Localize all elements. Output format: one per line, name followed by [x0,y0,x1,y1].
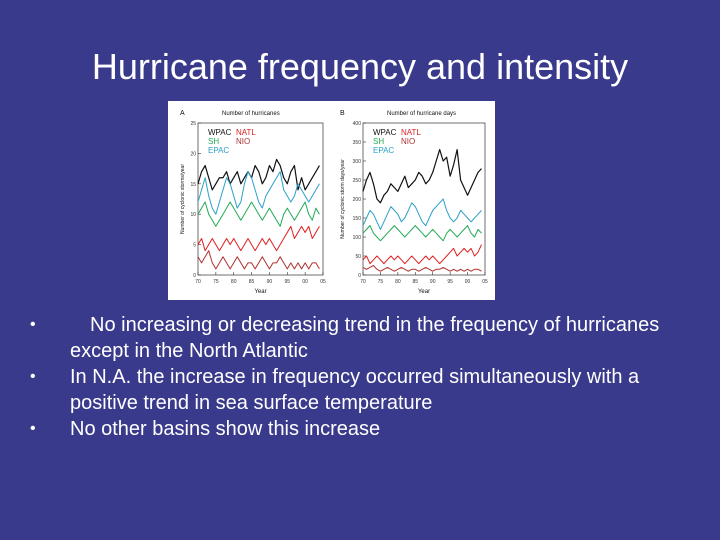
x-tick-label: 00 [465,279,471,285]
series-line-natl [362,244,482,265]
bullet-item-2: • In N.A. the increase in frequency occur… [30,364,680,416]
x-tick-label: 75 [378,279,384,285]
series-line-epac [197,171,320,215]
y-tick-label: 5 [193,243,196,249]
bullet-text-1: No increasing or decreasing trend in the… [70,314,660,362]
x-tick-label: 85 [413,279,419,285]
y-tick-label: 100 [353,235,362,241]
y-axis-label: Number of cyclonic storms/year [180,164,186,234]
x-tick-label: 95 [447,279,453,285]
bullet-item-3: • No other basins show this increase [30,416,680,442]
bullet-glyph: • [30,316,36,333]
bullet-text-2: In N.A. the increase in frequency occurr… [70,366,640,414]
chart-title: Number of hurricanes [222,111,280,117]
legend-entry-nio: NIO [401,137,415,146]
bullet-glyph: • [30,420,36,437]
legend-entry-wpac: WPAC [208,128,232,137]
legend-entry-sh: SH [373,137,384,146]
legend-entry-natl: NATL [401,128,421,137]
series-line-natl [197,225,320,252]
bullet-glyph: • [30,368,36,385]
x-axis-label: Year [254,289,266,295]
x-tick-label: 70 [195,279,201,285]
series-line-nio [362,265,482,272]
series-line-epac [362,198,482,230]
y-tick-label: 0 [358,273,361,279]
legend-entry-nio: NIO [236,137,250,146]
hurricane-figure: A Number of hurricanes 0 5 10 15 20 25 70 75 80 85 9… [168,101,495,300]
x-tick-label: 05 [320,279,326,285]
legend-entry-wpac: WPAC [373,128,397,137]
y-tick-label: 350 [353,140,362,146]
y-tick-label: 400 [353,121,362,127]
legend-entry-sh: SH [208,137,219,146]
y-tick-label: 50 [355,254,361,260]
y-tick-label: 25 [190,121,196,127]
y-tick-label: 150 [353,216,362,222]
series-line-sh [197,201,320,227]
y-axis-label: Number of cyclonic storm days/year [340,159,346,239]
panel-letter: B [340,110,345,117]
legend-entry-epac: EPAC [373,146,394,155]
x-tick-label: 70 [360,279,366,285]
legend-entry-natl: NATL [236,128,256,137]
y-tick-label: 20 [190,151,196,157]
x-tick-label: 95 [285,279,291,285]
x-tick-label: 00 [302,279,308,285]
bullet-list: • No increasing or decreasing trend in th… [30,312,680,442]
y-tick-label: 0 [193,273,196,279]
x-tick-label: 05 [482,279,488,285]
y-tick-label: 15 [190,182,196,188]
slide-title: Hurricane frequency and intensity [91,46,629,87]
y-tick-label: 200 [353,197,362,203]
panel-letter: A [180,110,185,117]
chart-title: Number of hurricane days [387,111,456,117]
y-tick-label: 10 [190,212,196,218]
x-tick-label: 90 [430,279,436,285]
series-line-wpac [362,148,482,204]
y-tick-label: 250 [353,178,362,184]
bullet-text-3: No other basins show this increase [70,418,381,440]
series-line-sh [362,225,482,242]
x-tick-label: 85 [249,279,255,285]
x-tick-label: 80 [231,279,237,285]
bullet-item-1: • No increasing or decreasing trend in th… [30,312,680,364]
x-tick-label: 90 [267,279,273,285]
series-line-nio [197,250,320,270]
y-tick-label: 300 [353,159,362,165]
plot-frame [197,122,324,276]
series-line-wpac [197,158,320,191]
x-axis-label: Year [418,289,430,295]
legend-entry-epac: EPAC [208,146,229,155]
x-tick-label: 80 [395,279,401,285]
x-tick-label: 75 [213,279,219,285]
